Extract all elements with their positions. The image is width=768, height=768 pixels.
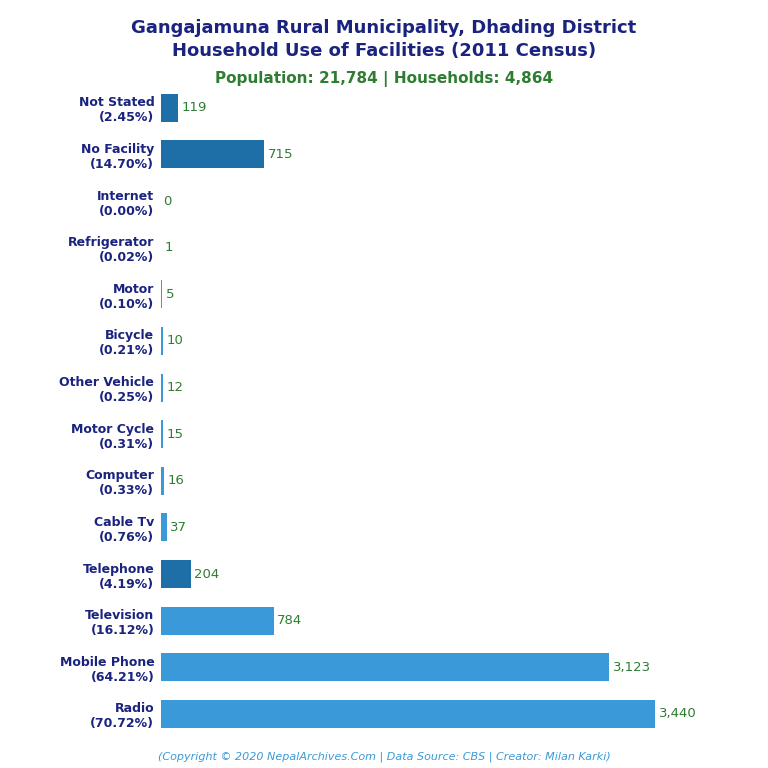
Text: Population: 21,784 | Households: 4,864: Population: 21,784 | Households: 4,864 <box>215 71 553 87</box>
Bar <box>161 327 163 355</box>
Bar <box>161 560 190 588</box>
Text: 37: 37 <box>170 521 187 534</box>
Bar <box>161 94 178 122</box>
Bar <box>161 607 273 634</box>
Bar <box>161 654 610 681</box>
Text: Household Use of Facilities (2011 Census): Household Use of Facilities (2011 Census… <box>172 42 596 60</box>
Text: 1: 1 <box>165 241 174 254</box>
Text: 3,440: 3,440 <box>658 707 697 720</box>
Bar <box>161 467 164 495</box>
Text: (Copyright © 2020 NepalArchives.Com | Data Source: CBS | Creator: Milan Karki): (Copyright © 2020 NepalArchives.Com | Da… <box>157 751 611 762</box>
Bar <box>161 700 655 728</box>
Text: 119: 119 <box>182 101 207 114</box>
Text: 0: 0 <box>164 194 172 207</box>
Text: 12: 12 <box>167 381 184 394</box>
Text: 16: 16 <box>167 475 184 488</box>
Text: 3,123: 3,123 <box>613 660 651 674</box>
Text: 715: 715 <box>267 148 293 161</box>
Text: Gangajamuna Rural Municipality, Dhading District: Gangajamuna Rural Municipality, Dhading … <box>131 19 637 37</box>
Bar <box>161 420 164 449</box>
Bar <box>161 141 264 168</box>
Text: 15: 15 <box>167 428 184 441</box>
Text: 5: 5 <box>166 288 174 301</box>
Text: 10: 10 <box>167 334 184 347</box>
Bar <box>161 373 163 402</box>
Text: 784: 784 <box>277 614 303 627</box>
Bar <box>161 514 167 541</box>
Text: 204: 204 <box>194 568 220 581</box>
